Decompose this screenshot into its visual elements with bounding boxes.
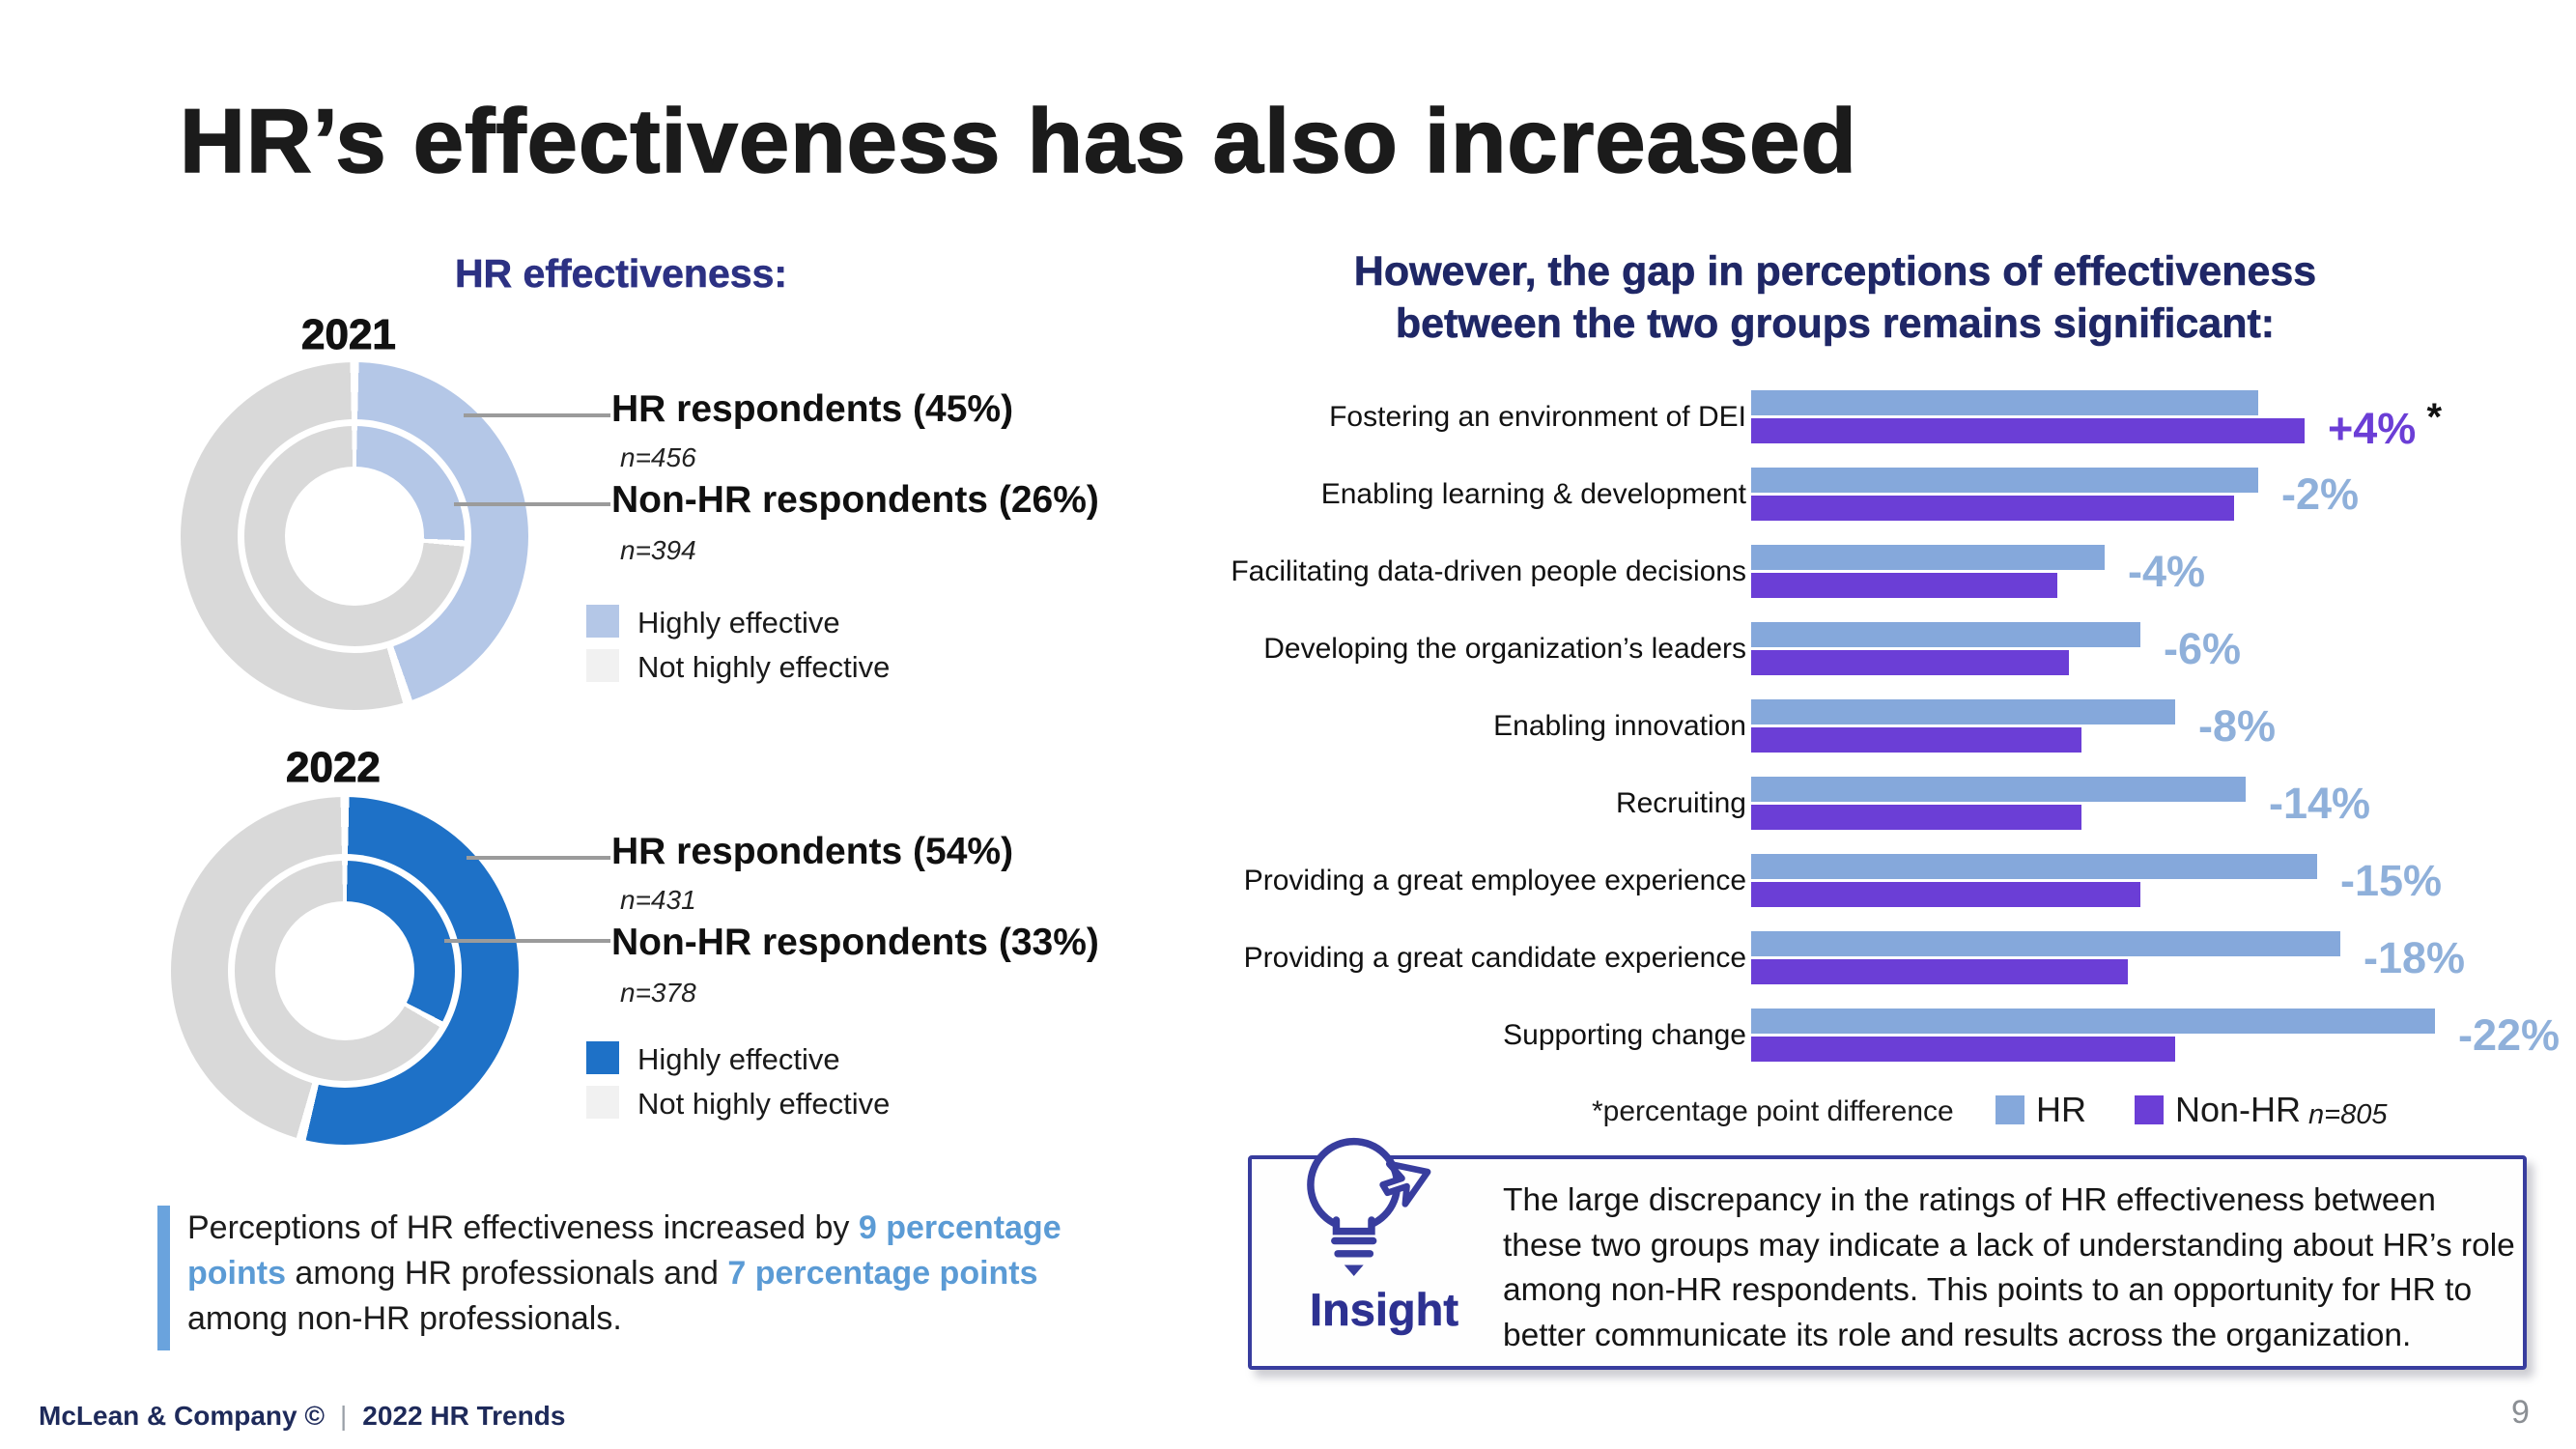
bar-hr	[1751, 777, 2246, 802]
bar-category-label: Providing a great candidate experience	[1243, 942, 1746, 974]
diff-percentage-label: -14%	[2269, 779, 2371, 828]
donut-2022-hr-n: n=431	[620, 885, 696, 915]
legend-swatch-highly-2022	[586, 1041, 619, 1074]
footer: McLean & Company © | 2022 HR Trends	[39, 1401, 565, 1432]
callout-accent-bar	[157, 1206, 170, 1350]
callout-highlight: 9 percentage points	[187, 1209, 1062, 1292]
bar-category-label: Developing the organization’s leaders	[1263, 633, 1746, 665]
donut-2021-hr-n: n=456	[620, 442, 696, 472]
bar-hr	[1751, 545, 2105, 570]
right-section-heading: However, the gap in perceptions of effec…	[1353, 248, 2317, 348]
bar-hr	[1751, 390, 2258, 415]
diff-percentage-label: +4% *	[2328, 396, 2443, 453]
bar-hr	[1751, 931, 2340, 956]
leader-line	[464, 413, 610, 417]
leader-line	[444, 939, 610, 943]
legend-label-not-highly: Not highly effective	[637, 1087, 891, 1121]
insight-label: Insight	[1309, 1284, 1459, 1336]
donut-hole	[285, 467, 424, 606]
bar-nonhr	[1751, 882, 2140, 907]
diff-percentage-label: -18%	[2364, 933, 2466, 982]
footer-brand: McLean & Company ©	[39, 1401, 326, 1431]
leader-line	[467, 856, 610, 860]
callout-text-part: among HR professionals and	[285, 1255, 728, 1292]
bar-hr	[1751, 854, 2317, 879]
lightbulb-click-icon	[1307, 1137, 1431, 1277]
bar-category-label: Recruiting	[1615, 787, 1746, 819]
donut-chart-2022	[171, 797, 519, 1145]
bar-hr	[1751, 1009, 2435, 1034]
diff-percentage-label: -22%	[2458, 1010, 2561, 1060]
footer-separator: |	[340, 1401, 348, 1431]
donut-2022-nonhr-label: Non-HR respondents (33%)	[611, 922, 1099, 963]
bar-hr	[1751, 468, 2258, 493]
bar-nonhr	[1751, 573, 2057, 598]
callout-paragraph: Perceptions of HR effectiveness increase…	[187, 1206, 1115, 1342]
donut-2021-nonhr-label: Non-HR respondents (26%)	[611, 479, 1099, 521]
legend-label-hr: HR	[2036, 1090, 2086, 1129]
bar-nonhr	[1751, 805, 2081, 830]
bar-nonhr	[1751, 650, 2069, 675]
bar-nonhr	[1751, 1037, 2175, 1062]
legend-swatch-not-highly	[586, 1086, 619, 1119]
donut-2022-hr-label: HR respondents (54%)	[611, 831, 1014, 872]
chart-footnote: *percentage point difference	[1592, 1095, 1954, 1127]
donut-hole	[275, 901, 414, 1040]
diff-percentage-label: -6%	[2164, 624, 2242, 673]
insight-paragraph: The large discrepancy in the ratings of …	[1503, 1182, 2515, 1353]
donut-2022-year-label: 2022	[286, 744, 382, 792]
legend-label-highly: Highly effective	[637, 1042, 840, 1076]
legend-label-highly: Highly effective	[637, 606, 840, 639]
bar-category-label: Enabling learning & development	[1320, 478, 1746, 510]
bar-category-label: Providing a great employee experience	[1243, 865, 1746, 896]
bar-nonhr	[1751, 418, 2305, 443]
donut-2021-hr-label: HR respondents (45%)	[611, 388, 1014, 430]
legend-swatch-nonhr	[2135, 1095, 2164, 1124]
left-section-heading: HR effectiveness:	[454, 251, 788, 297]
legend-label-nonhr: Non-HR	[2175, 1090, 2302, 1129]
insight-box	[1248, 1155, 2527, 1370]
callout-text-part: among non-HR professionals.	[187, 1300, 622, 1337]
bar-chart: Fostering an environment of DEI +4% * Enab…	[1231, 379, 2576, 1113]
legend-swatch-hr	[1996, 1095, 2024, 1124]
donut-2022-nonhr-n: n=378	[620, 978, 696, 1008]
diff-percentage-label: -15%	[2340, 856, 2443, 905]
donut-2021-nonhr-n: n=394	[620, 535, 696, 565]
leader-line	[454, 502, 610, 506]
chart-sample-size: n=805	[2308, 1099, 2388, 1130]
bar-category-label: Enabling innovation	[1493, 710, 1746, 742]
bar-category-label: Facilitating data-driven people decision…	[1231, 555, 1746, 587]
bar-nonhr	[1751, 727, 2081, 753]
donut-chart-2021	[181, 362, 528, 710]
callout-text-part: Perceptions of HR effectiveness increase…	[187, 1209, 859, 1246]
diff-percentage-label: -2%	[2281, 469, 2360, 519]
bar-category-label: Supporting change	[1503, 1019, 1746, 1051]
donut-2021-year-label: 2021	[301, 311, 397, 359]
legend-swatch-highly-2021	[586, 605, 619, 638]
slide-title: HR’s effectiveness has also increased	[179, 89, 1857, 192]
footer-doc-title: 2022 HR Trends	[362, 1401, 566, 1431]
page-number: 9	[2511, 1394, 2530, 1431]
legend-swatch-not-highly	[586, 649, 619, 682]
bar-category-label: Fostering an environment of DEI	[1329, 401, 1746, 433]
diff-percentage-label: -4%	[2128, 547, 2206, 596]
bar-hr	[1751, 622, 2140, 647]
bar-nonhr	[1751, 496, 2234, 521]
callout-highlight: 7 percentage points	[727, 1255, 1038, 1292]
legend-label-not-highly: Not highly effective	[637, 650, 891, 684]
diff-percentage-label: -8%	[2198, 701, 2277, 751]
bar-nonhr	[1751, 959, 2128, 984]
bar-hr	[1751, 699, 2175, 724]
footnote-asterisk: *	[2416, 396, 2443, 439]
